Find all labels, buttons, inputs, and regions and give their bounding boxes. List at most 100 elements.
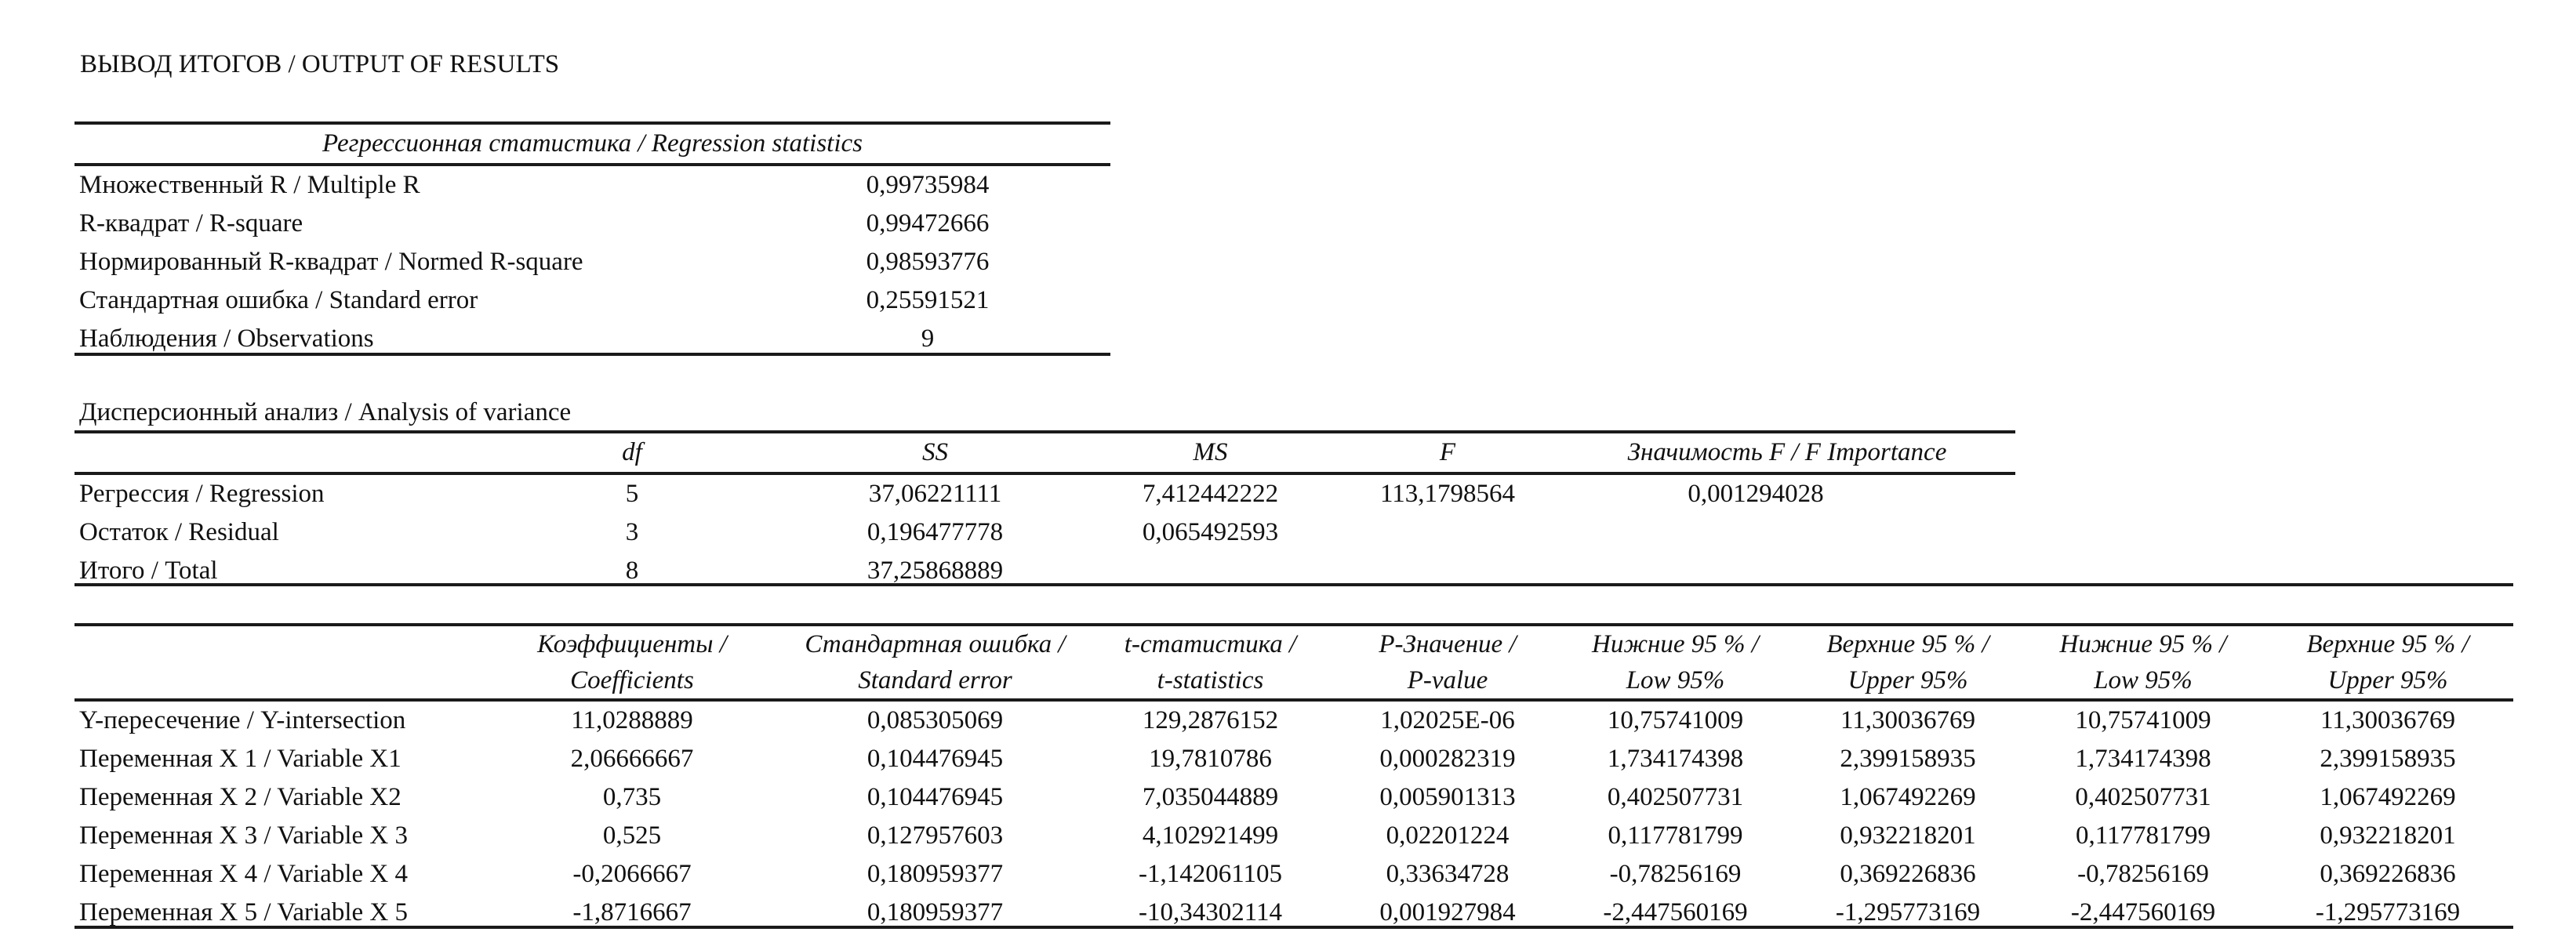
header-ms: MS — [1193, 438, 1228, 466]
row-label: Переменная X 1 / Variable X1 — [79, 745, 401, 773]
header-significance: Значимость F / F Importance — [1627, 438, 1947, 466]
header-cell — [74, 433, 478, 472]
cell: 10,75741009 — [2075, 706, 2211, 734]
cell: 2,06666667 — [570, 745, 694, 773]
cell: 0,001294028 — [1688, 480, 1824, 508]
header-upper-95: Upper 95% — [1848, 666, 1968, 694]
header-low-95: Нижние 95 % / — [2059, 630, 2227, 658]
table-header-row: Коэффициенты / Стандартная ошибка / t-стат… — [74, 626, 2513, 662]
cell: 0,196477778 — [867, 518, 1004, 546]
cell — [1559, 513, 2015, 552]
cell: 0,369226836 — [1840, 860, 1976, 888]
row-value: 9 — [921, 325, 935, 353]
cell: 1,734174398 — [2075, 745, 2211, 773]
cell: 0,180959377 — [867, 898, 1004, 926]
cell: 1,734174398 — [1607, 745, 1744, 773]
cell: 2,399158935 — [2320, 745, 2456, 773]
cell: -1,142061105 — [1138, 860, 1282, 888]
cell: 10,75741009 — [1607, 706, 1744, 734]
cell — [1336, 513, 1559, 552]
cell: 0,402507731 — [2075, 783, 2211, 811]
row-value: 0,99735984 — [866, 171, 990, 199]
cell: -0,78256169 — [1609, 860, 1742, 888]
cell: 7,035044889 — [1142, 783, 1279, 811]
cell: -0,78256169 — [2077, 860, 2209, 888]
header-upper-95: Верхние 95 % / — [1826, 630, 1989, 658]
header-label — [74, 626, 478, 662]
table-header-row: Регрессионная статистика / Regression st… — [74, 125, 1110, 163]
table-row: Нормированный R-квадрат / Normed R-squar… — [74, 243, 1110, 281]
row-label: Y-пересечение / Y-intersection — [79, 706, 406, 734]
header-standard-error: Standard error — [858, 666, 1012, 694]
row-value: 0,98593776 — [866, 248, 990, 276]
anova-title: Дисперсионный анализ / Analysis of varia… — [79, 398, 572, 426]
cell: 0,735 — [602, 783, 662, 811]
cell: 0,02201224 — [1386, 821, 1510, 850]
header-upper-95: Upper 95% — [2327, 666, 2448, 694]
cell: 1,067492269 — [2320, 783, 2456, 811]
cell: 113,1798564 — [1379, 480, 1516, 508]
cell: 11,0288889 — [571, 706, 693, 734]
row-label: R-квадрат / R-square — [79, 209, 303, 238]
table-row: Переменная X 3 / Variable X 3 0,525 0,1279… — [74, 817, 2513, 855]
row-label: Регрессия / Regression — [79, 480, 325, 508]
header-upper-95: Верхние 95 % / — [2306, 630, 2469, 658]
cell: 0,525 — [602, 821, 662, 850]
cell: 0,085305069 — [867, 706, 1004, 734]
cell: 1,067492269 — [1840, 783, 1976, 811]
table-rule — [74, 926, 2513, 929]
row-value: 0,25591521 — [866, 286, 990, 314]
header-low-95: Low 95% — [1626, 666, 1725, 694]
table-rule — [74, 583, 2513, 586]
cell: 3 — [625, 518, 639, 546]
header-coefficients: Коэффициенты / — [537, 630, 727, 658]
row-label: Остаток / Residual — [79, 518, 279, 546]
cell: -2,447560169 — [1603, 898, 1748, 926]
table-row: Стандартная ошибка / Standard error 0,255… — [74, 281, 1110, 320]
table-rule — [74, 698, 2513, 702]
cell: 5 — [625, 480, 639, 508]
cell: 0,369226836 — [2320, 860, 2456, 888]
cell: 1,02025E-06 — [1380, 706, 1515, 734]
cell: 0,104476945 — [867, 783, 1004, 811]
table-rule — [74, 353, 1110, 356]
cell: 8 — [625, 557, 639, 585]
cell: 0,33634728 — [1386, 860, 1510, 888]
cell: 2,399158935 — [1840, 745, 1976, 773]
table-header-row: df SS MS F Значимость F / F Importance — [74, 433, 2015, 472]
row-label: Наблюдения / Observations — [79, 325, 374, 353]
row-label: Нормированный R-квадрат / Normed R-squar… — [79, 248, 583, 276]
header-coefficients: Coefficients — [570, 666, 694, 694]
header-t-statistics: t-statistics — [1157, 666, 1264, 694]
table-header-row: Coefficients Standard error t-statistics P-… — [74, 662, 2513, 698]
table-row: Остаток / Residual 3 0,196477778 0,06549259… — [74, 513, 2015, 552]
table-row: Наблюдения / Observations 9 — [74, 320, 1110, 358]
cell: 0,127957603 — [867, 821, 1004, 850]
cell: 0,402507731 — [1607, 783, 1744, 811]
row-label: Переменная X 3 / Variable X 3 — [79, 821, 408, 850]
table-row: Переменная X 1 / Variable X1 2,06666667 0,… — [74, 740, 2513, 778]
row-label: Стандартная ошибка / Standard error — [79, 286, 478, 314]
row-value: 0,99472666 — [866, 209, 990, 238]
header-low-95: Нижние 95 % / — [1592, 630, 1759, 658]
cell: 0,117781799 — [1608, 821, 1743, 850]
header-standard-error: Стандартная ошибка / — [805, 630, 1066, 658]
header-t-statistics: t-статистика / — [1124, 630, 1297, 658]
table-rule — [74, 623, 2513, 626]
page-title: ВЫВОД ИТОГОВ / OUTPUT OF RESULTS — [80, 50, 560, 78]
cell: 0,104476945 — [867, 745, 1004, 773]
header-df: df — [622, 438, 642, 466]
cell: 0,005901313 — [1379, 783, 1516, 811]
cell: -10,34302114 — [1138, 898, 1282, 926]
table-row: Регрессия / Regression 5 37,06221111 7,4124… — [74, 475, 2015, 513]
cell: 4,102921499 — [1142, 821, 1279, 850]
header-ss: SS — [922, 438, 948, 466]
cell: -2,447560169 — [2070, 898, 2216, 926]
cell: 129,2876152 — [1142, 706, 1279, 734]
table-rule — [74, 121, 1110, 125]
table-row: Переменная X 4 / Variable X 4 -0,2066667 0… — [74, 855, 2513, 894]
cell: 7,412442222 — [1142, 480, 1279, 508]
cell: 0,180959377 — [867, 860, 1004, 888]
cell: 0,932218201 — [1840, 821, 1976, 850]
row-label: Переменная X 2 / Variable X2 — [79, 783, 401, 811]
